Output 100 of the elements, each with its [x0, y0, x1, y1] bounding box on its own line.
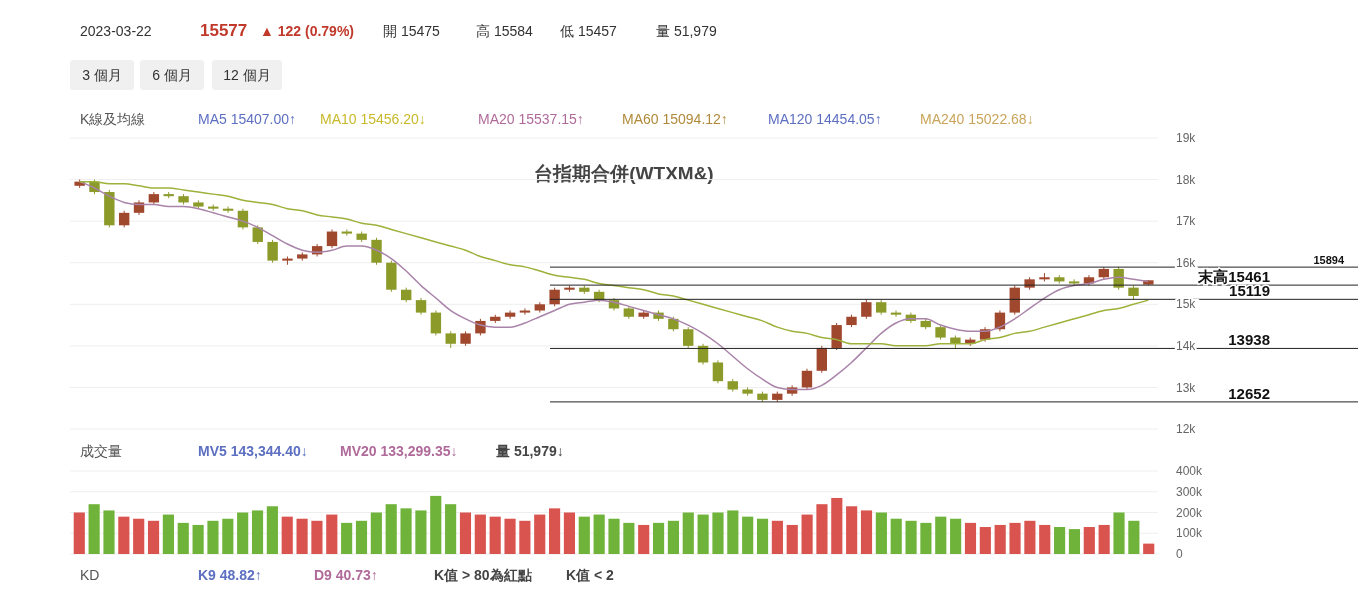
candlestick: [890, 310, 902, 318]
candlestick: [326, 228, 338, 249]
bar: [994, 524, 1006, 554]
bar: [771, 520, 783, 554]
ref-line-label: 12652: [1228, 384, 1270, 402]
text: K線及均線: [80, 111, 146, 127]
bar: [1054, 527, 1066, 554]
y-tick-label: 400k: [1176, 464, 1204, 479]
text: 2023-03-22: [80, 23, 152, 39]
y-tick-label: 12k: [1176, 422, 1197, 437]
bar: [742, 516, 754, 554]
bar: [727, 510, 739, 554]
ref-line-label: 15894: [1313, 254, 1345, 267]
bar: [623, 522, 635, 554]
bar: [608, 518, 620, 554]
text: MA10 15456.20↓: [320, 111, 426, 127]
text: 15577: [200, 21, 248, 40]
bar: [192, 524, 204, 554]
y-tick-label: 300k: [1176, 484, 1204, 499]
bar: [504, 518, 516, 554]
bar: [979, 527, 991, 554]
y-tick-label: 100k: [1176, 526, 1204, 541]
text: 量 51,979↓: [495, 443, 564, 459]
bar: [667, 520, 679, 554]
candlestick: [683, 326, 694, 349]
bar: [222, 518, 234, 554]
ref-line-label: 13938: [1228, 331, 1270, 349]
y-tick-label: 15k: [1176, 297, 1197, 312]
bar: [370, 512, 382, 554]
bar: [935, 516, 947, 554]
bar: [281, 516, 293, 554]
text: K值 > 80為紅點: [434, 567, 532, 583]
bar: [1083, 527, 1095, 554]
text: 高 15584: [476, 23, 534, 39]
bar: [638, 524, 650, 554]
bar: [1098, 524, 1110, 554]
bar: [162, 514, 174, 554]
bar: [430, 495, 442, 554]
bar: [563, 512, 576, 554]
candlestick: [712, 359, 724, 384]
bar: [801, 514, 813, 554]
bar: [756, 518, 769, 554]
bar: [890, 518, 902, 554]
text: ▲ 122 (0.79%): [260, 23, 355, 39]
text: MV5 143,344.40↓: [198, 443, 308, 459]
text: K值 < 2: [566, 567, 615, 583]
bar: [1143, 543, 1155, 554]
y-tick-label: 0: [1176, 547, 1183, 562]
bar: [519, 520, 531, 554]
candlestick: [549, 287, 560, 307]
bar: [355, 520, 368, 554]
bar: [474, 514, 486, 554]
bar: [385, 504, 397, 554]
y-tick-label: 200k: [1176, 505, 1204, 520]
candlestick: [222, 206, 234, 214]
bar: [860, 510, 873, 554]
bar: [415, 510, 427, 554]
bar: [311, 520, 323, 554]
text: MV20 133,299.35↓: [340, 443, 458, 459]
bar: [251, 510, 264, 554]
text: K9 48.82↑: [198, 567, 262, 583]
text: 開 15475: [383, 23, 441, 39]
candlestick: [504, 310, 516, 320]
text: 6 個月: [152, 67, 192, 83]
bar: [459, 512, 472, 554]
bar: [147, 520, 160, 554]
text: 成交量: [80, 443, 122, 459]
bar: [103, 510, 115, 554]
text: MA240 15022.68↓: [920, 111, 1034, 127]
bar: [296, 518, 308, 554]
candlestick: [371, 237, 382, 266]
bar: [118, 516, 130, 554]
bar: [88, 504, 100, 554]
bar: [682, 512, 694, 554]
bar: [266, 506, 278, 554]
bar: [920, 522, 932, 554]
bar: [950, 518, 962, 554]
bar: [964, 522, 977, 554]
bar: [534, 514, 546, 554]
bar: [73, 512, 85, 554]
candlestick: [861, 298, 872, 320]
text: 台指期合併(WTXM&): [534, 163, 714, 184]
bar: [1128, 520, 1140, 554]
bar: [712, 512, 724, 554]
bar: [786, 524, 798, 554]
text: KD: [80, 567, 100, 583]
bar: [237, 512, 249, 554]
candlestick: [252, 224, 263, 245]
bar: [905, 520, 917, 554]
bar: [400, 508, 412, 554]
text: 3 個月: [82, 67, 122, 83]
text: D9 40.73↑: [314, 567, 378, 583]
bar: [816, 504, 828, 554]
bar: [831, 497, 843, 554]
bar: [1024, 520, 1036, 554]
bar: [652, 522, 665, 554]
bar: [326, 514, 338, 554]
bar: [445, 504, 457, 554]
bar: [593, 514, 605, 554]
candlestick: [430, 310, 442, 336]
